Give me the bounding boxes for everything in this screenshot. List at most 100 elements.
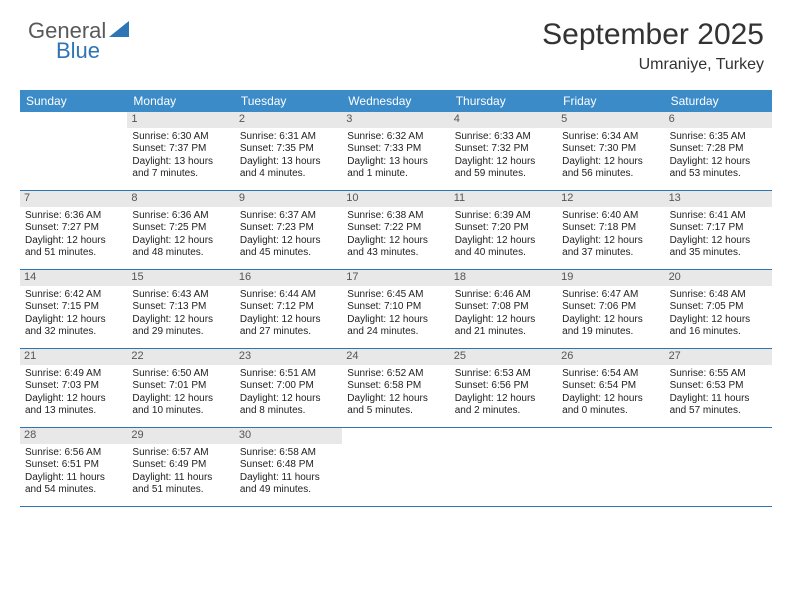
daylight-text: Daylight: 12 hours and 59 minutes. [455, 156, 552, 181]
daylight-text: Daylight: 12 hours and 35 minutes. [670, 235, 767, 260]
day-number: 13 [665, 191, 772, 207]
sunrise-text: Sunrise: 6:51 AM [240, 368, 337, 381]
day-number: 20 [665, 270, 772, 286]
week-row: 21Sunrise: 6:49 AMSunset: 7:03 PMDayligh… [20, 349, 772, 428]
week-row: 7Sunrise: 6:36 AMSunset: 7:27 PMDaylight… [20, 191, 772, 270]
day-cell: 20Sunrise: 6:48 AMSunset: 7:05 PMDayligh… [665, 270, 772, 348]
sunset-text: Sunset: 7:03 PM [25, 380, 122, 393]
sunrise-text: Sunrise: 6:30 AM [132, 131, 229, 144]
sunrise-text: Sunrise: 6:45 AM [347, 289, 444, 302]
daylight-text: Daylight: 12 hours and 16 minutes. [670, 314, 767, 339]
day-number: 7 [20, 191, 127, 207]
day-number: 9 [235, 191, 342, 207]
daylight-text: Daylight: 12 hours and 45 minutes. [240, 235, 337, 260]
day-number: 17 [342, 270, 449, 286]
sunset-text: Sunset: 6:56 PM [455, 380, 552, 393]
sunset-text: Sunset: 6:53 PM [670, 380, 767, 393]
sunrise-text: Sunrise: 6:57 AM [132, 447, 229, 460]
day-cell: 9Sunrise: 6:37 AMSunset: 7:23 PMDaylight… [235, 191, 342, 269]
sunrise-text: Sunrise: 6:36 AM [25, 210, 122, 223]
sunset-text: Sunset: 7:13 PM [132, 301, 229, 314]
day-cell: 7Sunrise: 6:36 AMSunset: 7:27 PMDaylight… [20, 191, 127, 269]
sunrise-text: Sunrise: 6:32 AM [347, 131, 444, 144]
sunrise-text: Sunrise: 6:43 AM [132, 289, 229, 302]
week-row: 1Sunrise: 6:30 AMSunset: 7:37 PMDaylight… [20, 112, 772, 191]
day-cell: 11Sunrise: 6:39 AMSunset: 7:20 PMDayligh… [450, 191, 557, 269]
sunset-text: Sunset: 7:30 PM [562, 143, 659, 156]
sunset-text: Sunset: 7:23 PM [240, 222, 337, 235]
daylight-text: Daylight: 11 hours and 57 minutes. [670, 393, 767, 418]
day-cell: 13Sunrise: 6:41 AMSunset: 7:17 PMDayligh… [665, 191, 772, 269]
day-number: 16 [235, 270, 342, 286]
daylight-text: Daylight: 11 hours and 51 minutes. [132, 472, 229, 497]
daylight-text: Daylight: 12 hours and 0 minutes. [562, 393, 659, 418]
day-number: 3 [342, 112, 449, 128]
sunrise-text: Sunrise: 6:39 AM [455, 210, 552, 223]
day-number: 8 [127, 191, 234, 207]
day-number: 11 [450, 191, 557, 207]
sunset-text: Sunset: 6:49 PM [132, 459, 229, 472]
daylight-text: Daylight: 12 hours and 13 minutes. [25, 393, 122, 418]
location: Umraniye, Turkey [542, 56, 764, 74]
sunrise-text: Sunrise: 6:56 AM [25, 447, 122, 460]
day-cell: 29Sunrise: 6:57 AMSunset: 6:49 PMDayligh… [127, 428, 234, 506]
sunset-text: Sunset: 7:15 PM [25, 301, 122, 314]
logo-blue: Blue [56, 38, 100, 64]
sunset-text: Sunset: 7:00 PM [240, 380, 337, 393]
sunset-text: Sunset: 7:01 PM [132, 380, 229, 393]
day-cell: 10Sunrise: 6:38 AMSunset: 7:22 PMDayligh… [342, 191, 449, 269]
day-cell: 17Sunrise: 6:45 AMSunset: 7:10 PMDayligh… [342, 270, 449, 348]
daylight-text: Daylight: 12 hours and 48 minutes. [132, 235, 229, 260]
day-cell: 8 Sunrise: 6:36 AMSunset: 7:25 PMDaylight… [127, 191, 234, 269]
sunset-text: Sunset: 7:17 PM [670, 222, 767, 235]
sunset-text: Sunset: 7:27 PM [25, 222, 122, 235]
day-cell: 30Sunrise: 6:58 AMSunset: 6:48 PMDayligh… [235, 428, 342, 506]
sunset-text: Sunset: 6:58 PM [347, 380, 444, 393]
sunrise-text: Sunrise: 6:44 AM [240, 289, 337, 302]
week-row: 28Sunrise: 6:56 AMSunset: 6:51 PMDayligh… [20, 428, 772, 507]
sunrise-text: Sunrise: 6:49 AM [25, 368, 122, 381]
day-number: 1 [127, 112, 234, 128]
daylight-text: Daylight: 12 hours and 10 minutes. [132, 393, 229, 418]
day-number: 30 [235, 428, 342, 444]
day-cell: 26Sunrise: 6:54 AMSunset: 6:54 PMDayligh… [557, 349, 664, 427]
day-cell: 22Sunrise: 6:50 AMSunset: 7:01 PMDayligh… [127, 349, 234, 427]
dow-thursday: Thursday [450, 90, 557, 112]
title-block: September 2025 Umraniye, Turkey [542, 18, 764, 74]
day-cell: 4Sunrise: 6:33 AMSunset: 7:32 PMDaylight… [450, 112, 557, 190]
daylight-text: Daylight: 11 hours and 54 minutes. [25, 472, 122, 497]
sunset-text: Sunset: 7:22 PM [347, 222, 444, 235]
day-number: 24 [342, 349, 449, 365]
daylight-text: Daylight: 12 hours and 8 minutes. [240, 393, 337, 418]
sunset-text: Sunset: 7:25 PM [132, 222, 229, 235]
sunrise-text: Sunrise: 6:40 AM [562, 210, 659, 223]
day-cell: 15Sunrise: 6:43 AMSunset: 7:13 PMDayligh… [127, 270, 234, 348]
sunset-text: Sunset: 7:33 PM [347, 143, 444, 156]
day-cell: 25Sunrise: 6:53 AMSunset: 6:56 PMDayligh… [450, 349, 557, 427]
day-cell: 2Sunrise: 6:31 AMSunset: 7:35 PMDaylight… [235, 112, 342, 190]
day-number: 5 [557, 112, 664, 128]
sail-icon [108, 20, 130, 43]
day-number: 25 [450, 349, 557, 365]
day-cell [450, 428, 557, 506]
sunset-text: Sunset: 7:06 PM [562, 301, 659, 314]
day-cell [342, 428, 449, 506]
day-cell: 3Sunrise: 6:32 AMSunset: 7:33 PMDaylight… [342, 112, 449, 190]
logo-text: General Blue [28, 18, 130, 64]
sunrise-text: Sunrise: 6:34 AM [562, 131, 659, 144]
day-number: 2 [235, 112, 342, 128]
daylight-text: Daylight: 11 hours and 49 minutes. [240, 472, 337, 497]
daylight-text: Daylight: 12 hours and 32 minutes. [25, 314, 122, 339]
sunset-text: Sunset: 7:12 PM [240, 301, 337, 314]
daylight-text: Daylight: 12 hours and 27 minutes. [240, 314, 337, 339]
sunrise-text: Sunrise: 6:36 AM [132, 210, 229, 223]
day-number: 26 [557, 349, 664, 365]
dow-sunday: Sunday [20, 90, 127, 112]
sunrise-text: Sunrise: 6:52 AM [347, 368, 444, 381]
sunset-text: Sunset: 7:08 PM [455, 301, 552, 314]
sunrise-text: Sunrise: 6:42 AM [25, 289, 122, 302]
day-cell: 21Sunrise: 6:49 AMSunset: 7:03 PMDayligh… [20, 349, 127, 427]
dow-wednesday: Wednesday [342, 90, 449, 112]
day-number: 6 [665, 112, 772, 128]
day-cell: 1Sunrise: 6:30 AMSunset: 7:37 PMDaylight… [127, 112, 234, 190]
